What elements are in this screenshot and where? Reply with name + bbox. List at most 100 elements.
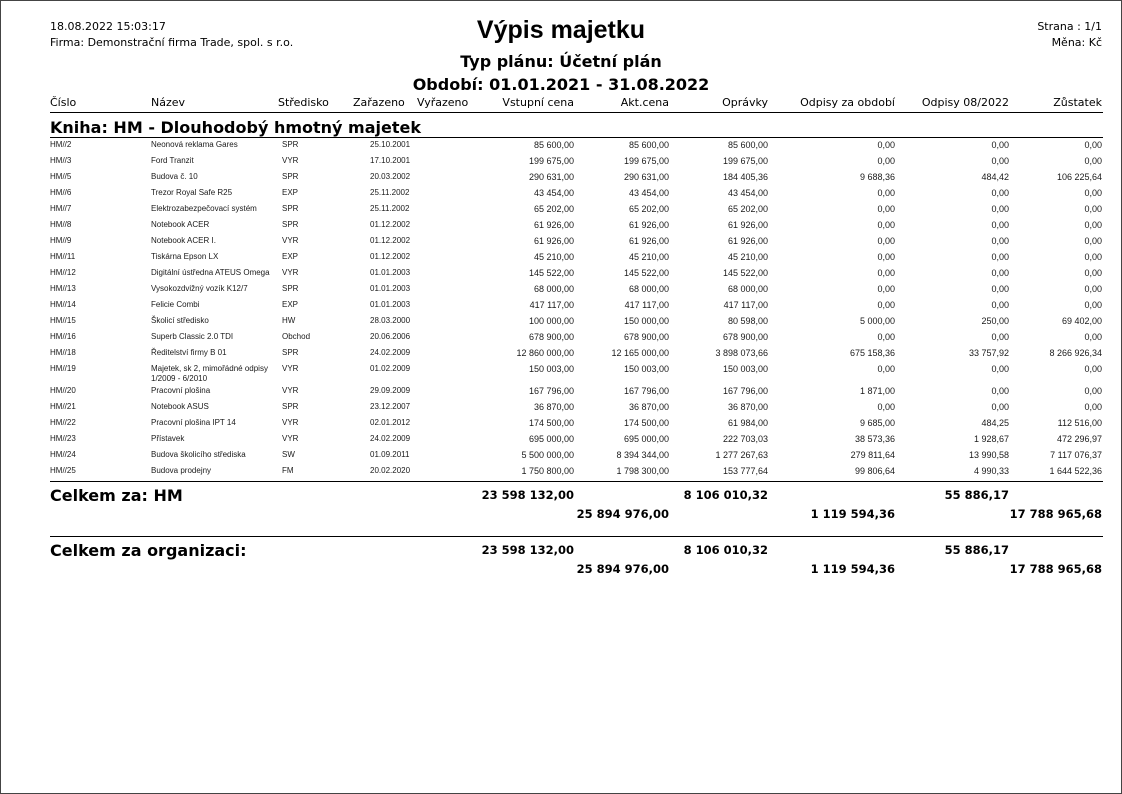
cell-stredisko: EXP	[282, 300, 299, 309]
cell-cislo: HM//22	[50, 418, 76, 427]
cell-stredisko: HW	[282, 316, 296, 325]
cell-nazev: Tiskárna Epson LX	[151, 252, 219, 261]
cell-zustatek: 472 296,97	[1056, 434, 1102, 444]
cell-zustatek: 0,00	[1084, 386, 1102, 396]
cell-zarazeno: 25.11.2002	[370, 204, 410, 213]
table-row: HM//9 Notebook ACER I. VYR 01.12.2002 61 926…	[0, 234, 1122, 250]
cell-akt-cena: 65 202,00	[628, 204, 669, 214]
cell-akt-cena: 695 000,00	[623, 434, 669, 444]
cell-zustatek: 106 225,64	[1056, 172, 1102, 182]
cell-cislo: HM//7	[50, 204, 72, 213]
cell-opravky: 1 277 267,63	[715, 450, 768, 460]
book-total-odpisy-mesic: 55 886,17	[944, 488, 1009, 502]
header-divider	[50, 112, 1103, 113]
cell-odpisy-obdobi: 0,00	[877, 188, 895, 198]
col-vyrazeno: Vyřazeno	[417, 96, 469, 109]
cell-odpisy-obdobi: 1 871,00	[859, 386, 895, 396]
cell-akt-cena: 68 000,00	[628, 284, 669, 294]
cell-vstupni-cena: 61 926,00	[533, 236, 574, 246]
cell-nazev: Majetek, sk 2, mimořádné odpisy 1/2009 -…	[151, 364, 268, 383]
cell-nazev: Neonová reklama Gares	[151, 140, 238, 149]
cell-vstupni-cena: 5 500 000,00	[521, 450, 574, 460]
cell-odpisy-obdobi: 0,00	[877, 364, 895, 374]
cell-akt-cena: 145 522,00	[623, 268, 669, 278]
table-row: HM//12 Digitální ústředna ATEUS Omega VYR 0…	[0, 266, 1122, 282]
cell-vstupni-cena: 68 000,00	[533, 284, 574, 294]
table-row: HM//18 Ředitelství firmy B 01 SPR 24.02.200…	[0, 346, 1122, 362]
cell-odpisy-obdobi: 0,00	[877, 268, 895, 278]
cell-vstupni-cena: 100 000,00	[528, 316, 574, 326]
cell-odpisy-obdobi: 0,00	[877, 204, 895, 214]
table-row: HM//13 Vysokozdvižný vozík K12/7 SPR 01.01.…	[0, 282, 1122, 298]
cell-odpisy-obdobi: 0,00	[877, 236, 895, 246]
org-total-label: Celkem za organizaci:	[50, 541, 247, 560]
cell-odpisy-mesic: 484,42	[981, 172, 1009, 182]
cell-odpisy-mesic: 1 928,67	[973, 434, 1009, 444]
cell-zustatek: 0,00	[1084, 332, 1102, 342]
cell-akt-cena: 174 500,00	[623, 418, 669, 428]
cell-cislo: HM//18	[50, 348, 76, 357]
cell-stredisko: VYR	[282, 364, 299, 373]
cell-odpisy-mesic: 0,00	[991, 236, 1009, 246]
cell-vstupni-cena: 199 675,00	[528, 156, 574, 166]
cell-opravky: 43 454,00	[727, 188, 768, 198]
table-row: HM//5 Budova č. 10 SPR 20.03.2002 290 631,00…	[0, 170, 1122, 186]
asset-table: HM//2 Neonová reklama Gares SPR 25.10.2001 8…	[0, 138, 1122, 480]
cell-zarazeno: 01.02.2009	[370, 364, 411, 373]
table-row: HM//2 Neonová reklama Gares SPR 25.10.2001 8…	[0, 138, 1122, 154]
cell-odpisy-obdobi: 279 811,64	[850, 450, 895, 460]
cell-odpisy-obdobi: 0,00	[877, 402, 895, 412]
cell-zustatek: 69 402,00	[1061, 316, 1102, 326]
cell-zustatek: 0,00	[1084, 284, 1102, 294]
cell-zarazeno: 01.12.2002	[370, 236, 411, 245]
col-zustatek: Zůstatek	[1053, 96, 1102, 109]
cell-akt-cena: 61 926,00	[628, 236, 669, 246]
book-total-vstupni: 23 598 132,00	[481, 488, 574, 502]
cell-zarazeno: 02.01.2012	[370, 418, 411, 427]
cell-nazev: Ford Tranzit	[151, 156, 194, 165]
cell-stredisko: FM	[282, 466, 294, 475]
book-total-label: Celkem za: HM	[50, 486, 183, 505]
cell-opravky: 417 117,00	[723, 300, 768, 310]
cell-stredisko: SW	[282, 450, 295, 459]
cell-zustatek: 0,00	[1084, 300, 1102, 310]
cell-akt-cena: 678 900,00	[623, 332, 669, 342]
cell-odpisy-obdobi: 0,00	[877, 140, 895, 150]
cell-odpisy-mesic: 0,00	[991, 220, 1009, 230]
cell-vstupni-cena: 45 210,00	[533, 252, 574, 262]
cell-cislo: HM//16	[50, 332, 76, 341]
cell-stredisko: Obchod	[282, 332, 311, 341]
cell-opravky: 678 900,00	[722, 332, 768, 342]
cell-stredisko: VYR	[282, 236, 299, 245]
cell-zarazeno: 20.02.2020	[370, 466, 411, 475]
cell-vstupni-cena: 417 117,00	[529, 300, 574, 310]
cell-nazev: Přístavek	[151, 434, 185, 443]
cell-opravky: 80 598,00	[727, 316, 768, 326]
cell-odpisy-mesic: 0,00	[991, 284, 1009, 294]
cell-akt-cena: 8 394 344,00	[616, 450, 669, 460]
table-row: HM//8 Notebook ACER SPR 01.12.2002 61 926,00…	[0, 218, 1122, 234]
cell-stredisko: EXP	[282, 188, 299, 197]
cell-zarazeno: 23.12.2007	[370, 402, 411, 411]
cell-odpisy-mesic: 0,00	[991, 140, 1009, 150]
cell-zustatek: 0,00	[1084, 156, 1102, 166]
cell-opravky: 199 675,00	[722, 156, 768, 166]
cell-zarazeno: 25.10.2001	[370, 140, 411, 149]
table-row: HM//20 Pracovní plošina VYR 29.09.2009 167 7…	[0, 384, 1122, 400]
cell-vstupni-cena: 85 600,00	[533, 140, 574, 150]
report-title: Výpis majetku	[476, 16, 646, 44]
cell-nazev: Trezor Royal Safe R25	[151, 188, 233, 197]
book-total-akt: 25 894 976,00	[576, 507, 669, 521]
cell-opravky: 36 870,00	[727, 402, 768, 412]
print-datetime: 18.08.2022 15:03:17	[50, 20, 166, 33]
cell-opravky: 61 984,00	[727, 418, 768, 428]
period: Období: 01.01.2021 - 31.08.2022	[412, 75, 710, 94]
cell-zustatek: 0,00	[1084, 402, 1102, 412]
cell-zustatek: 0,00	[1084, 252, 1102, 262]
cell-zarazeno: 01.12.2002	[370, 220, 411, 229]
cell-opravky: 167 796,00	[722, 386, 768, 396]
cell-stredisko: SPR	[282, 402, 299, 411]
cell-zarazeno: 01.12.2002	[370, 252, 411, 261]
cell-cislo: HM//25	[50, 466, 76, 475]
cell-odpisy-mesic: 0,00	[991, 268, 1009, 278]
